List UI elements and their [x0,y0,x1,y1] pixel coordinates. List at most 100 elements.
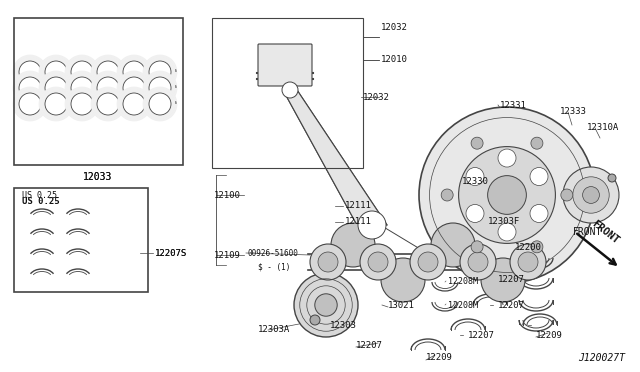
Text: $ - (1): $ - (1) [258,263,291,272]
Text: 12310A: 12310A [587,124,620,132]
Circle shape [45,61,67,83]
Bar [14,188,148,292]
Text: FRONT: FRONT [573,227,603,237]
Ellipse shape [381,258,425,302]
Circle shape [410,244,446,280]
Circle shape [71,61,93,83]
Text: 12303F: 12303F [488,218,520,227]
Text: 12207: 12207 [356,340,383,350]
Circle shape [14,72,46,104]
Circle shape [92,88,124,120]
Circle shape [419,107,595,283]
Circle shape [45,77,67,99]
Ellipse shape [331,223,375,267]
Text: 12207: 12207 [498,301,525,310]
Circle shape [123,93,145,115]
Text: 12032: 12032 [363,93,390,102]
Text: US 0.25: US 0.25 [22,192,57,201]
Text: 00926-51600: 00926-51600 [248,248,299,257]
Text: 12207S: 12207S [155,248,188,257]
Circle shape [471,137,483,149]
Circle shape [294,273,358,337]
Text: 12208M: 12208M [448,301,478,310]
Text: 12331: 12331 [500,100,527,109]
Text: 12207: 12207 [468,330,495,340]
Circle shape [468,252,488,272]
Circle shape [97,93,119,115]
Text: 12032: 12032 [381,23,408,32]
Circle shape [318,252,338,272]
Text: 12333: 12333 [560,108,587,116]
Circle shape [14,88,46,120]
Circle shape [118,88,150,120]
Circle shape [92,72,124,104]
Circle shape [531,137,543,149]
Text: 12209: 12209 [536,330,563,340]
Circle shape [118,72,150,104]
Text: FRONT: FRONT [590,218,621,246]
Circle shape [14,56,46,88]
Ellipse shape [431,223,475,267]
Circle shape [92,56,124,88]
Circle shape [310,244,346,280]
Text: J120027T: J120027T [578,353,625,363]
Circle shape [71,77,93,99]
Circle shape [471,241,483,253]
Circle shape [466,167,484,186]
Circle shape [530,205,548,222]
Circle shape [45,93,67,115]
Circle shape [123,77,145,99]
Circle shape [282,82,298,98]
Circle shape [510,244,546,280]
Text: US 0.25: US 0.25 [22,197,60,206]
Circle shape [459,147,556,243]
Circle shape [561,189,573,201]
Circle shape [149,77,171,99]
Text: 12303: 12303 [330,321,357,330]
Circle shape [488,176,526,214]
Bar [212,18,363,168]
Circle shape [97,61,119,83]
Text: 12208M: 12208M [448,276,478,285]
Text: 13021: 13021 [388,301,415,310]
Text: 12303A: 12303A [258,326,291,334]
Circle shape [531,241,543,253]
Circle shape [40,72,72,104]
Ellipse shape [481,258,525,302]
Circle shape [498,149,516,167]
Circle shape [123,61,145,83]
Circle shape [582,187,600,203]
Circle shape [40,88,72,120]
Circle shape [144,88,176,120]
Circle shape [19,61,41,83]
Bar [14,18,183,165]
Text: 12100: 12100 [214,190,241,199]
Circle shape [563,167,619,223]
Polygon shape [283,90,387,225]
Circle shape [530,167,548,186]
Circle shape [360,244,396,280]
Text: 12111: 12111 [345,218,372,227]
Circle shape [498,223,516,241]
Circle shape [315,294,337,316]
FancyBboxPatch shape [258,44,312,86]
Circle shape [66,72,98,104]
Circle shape [466,205,484,222]
Circle shape [118,56,150,88]
Circle shape [358,211,386,239]
Circle shape [149,61,171,83]
Text: 12209: 12209 [426,353,453,362]
Text: 12033: 12033 [83,172,113,182]
Circle shape [66,56,98,88]
Text: 12109: 12109 [214,250,241,260]
Circle shape [66,88,98,120]
Text: 12111: 12111 [345,202,372,211]
Circle shape [71,93,93,115]
Circle shape [19,93,41,115]
Circle shape [368,252,388,272]
Circle shape [418,252,438,272]
Text: 12207S: 12207S [155,248,188,257]
Text: 12033: 12033 [83,172,113,182]
Text: 12207: 12207 [498,276,525,285]
Circle shape [19,77,41,99]
